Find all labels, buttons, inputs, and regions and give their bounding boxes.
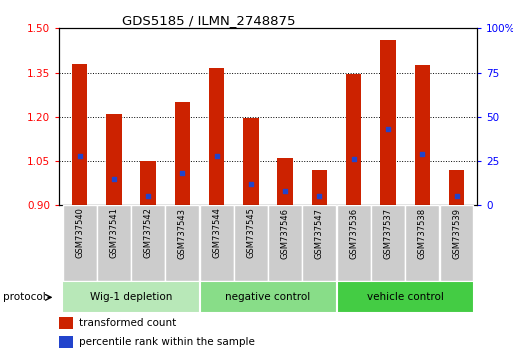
- Text: GDS5185 / ILMN_2748875: GDS5185 / ILMN_2748875: [122, 14, 295, 27]
- Text: GSM737537: GSM737537: [384, 207, 392, 259]
- Point: [315, 194, 324, 199]
- Bar: [59, 336, 73, 348]
- Text: GSM737536: GSM737536: [349, 207, 358, 259]
- Point: [350, 156, 358, 162]
- Bar: [278, 158, 293, 205]
- Text: protocol: protocol: [3, 292, 45, 302]
- Bar: [346, 74, 362, 205]
- Bar: [200, 205, 233, 281]
- Bar: [380, 40, 396, 205]
- Bar: [106, 114, 122, 205]
- Point: [247, 181, 255, 187]
- Bar: [72, 64, 87, 205]
- Text: GSM737547: GSM737547: [315, 207, 324, 259]
- Bar: [243, 118, 259, 205]
- Bar: [174, 102, 190, 205]
- Text: GSM737543: GSM737543: [178, 207, 187, 259]
- Text: Wig-1 depletion: Wig-1 depletion: [90, 292, 172, 302]
- Point: [418, 151, 426, 157]
- Bar: [405, 205, 439, 281]
- Text: GSM737541: GSM737541: [109, 207, 119, 258]
- Bar: [209, 68, 224, 205]
- Text: transformed count: transformed count: [79, 318, 176, 328]
- Text: GSM737546: GSM737546: [281, 207, 290, 259]
- Bar: [449, 170, 464, 205]
- Text: vehicle control: vehicle control: [367, 292, 444, 302]
- Bar: [63, 281, 200, 313]
- Bar: [440, 205, 473, 281]
- Text: GSM737542: GSM737542: [144, 207, 152, 258]
- Text: percentile rank within the sample: percentile rank within the sample: [79, 337, 254, 347]
- Text: GSM737545: GSM737545: [246, 207, 255, 258]
- Bar: [131, 205, 165, 281]
- Text: negative control: negative control: [225, 292, 311, 302]
- Text: GSM737544: GSM737544: [212, 207, 221, 258]
- Point: [144, 194, 152, 199]
- Point: [452, 194, 461, 199]
- Point: [110, 176, 118, 182]
- Text: GSM737540: GSM737540: [75, 207, 84, 258]
- Bar: [200, 281, 337, 313]
- Point: [75, 153, 84, 159]
- Bar: [97, 205, 131, 281]
- Point: [281, 188, 289, 194]
- Point: [212, 153, 221, 159]
- Bar: [234, 205, 268, 281]
- Bar: [63, 205, 96, 281]
- Point: [384, 126, 392, 132]
- Bar: [371, 205, 405, 281]
- Text: GSM737539: GSM737539: [452, 207, 461, 259]
- Bar: [59, 317, 73, 329]
- Bar: [303, 205, 337, 281]
- Bar: [337, 205, 371, 281]
- Bar: [415, 65, 430, 205]
- Bar: [337, 281, 473, 313]
- Bar: [312, 170, 327, 205]
- Point: [178, 171, 186, 176]
- Bar: [268, 205, 302, 281]
- Bar: [141, 161, 156, 205]
- Bar: [165, 205, 200, 281]
- Text: GSM737538: GSM737538: [418, 207, 427, 259]
